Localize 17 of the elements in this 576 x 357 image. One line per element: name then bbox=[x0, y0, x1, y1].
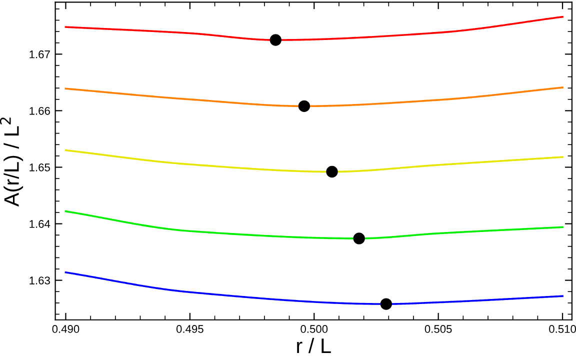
y-tick-label: 1.67 bbox=[30, 50, 50, 58]
y-tick-label: 1.65 bbox=[30, 163, 50, 172]
x-tick-label: 0.505 bbox=[424, 325, 452, 333]
x-tick-label: 0.500 bbox=[300, 325, 328, 333]
point bbox=[326, 166, 338, 178]
x-axis-title: r / L bbox=[297, 338, 331, 354]
point bbox=[298, 100, 310, 112]
x-tick-label: 0.510 bbox=[549, 325, 576, 333]
point bbox=[353, 232, 365, 244]
y-tick-label: 1.63 bbox=[30, 276, 50, 284]
y-tick-label: 1.66 bbox=[30, 106, 50, 115]
x-tick-label: 0.495 bbox=[176, 325, 204, 333]
y-tick-label: 1.64 bbox=[30, 220, 50, 228]
point bbox=[270, 34, 282, 46]
point bbox=[380, 298, 392, 310]
y-axis-title: A(r/L) / L$^{2}$ bbox=[0, 118, 24, 207]
x-tick-label: 0.490 bbox=[52, 325, 80, 333]
